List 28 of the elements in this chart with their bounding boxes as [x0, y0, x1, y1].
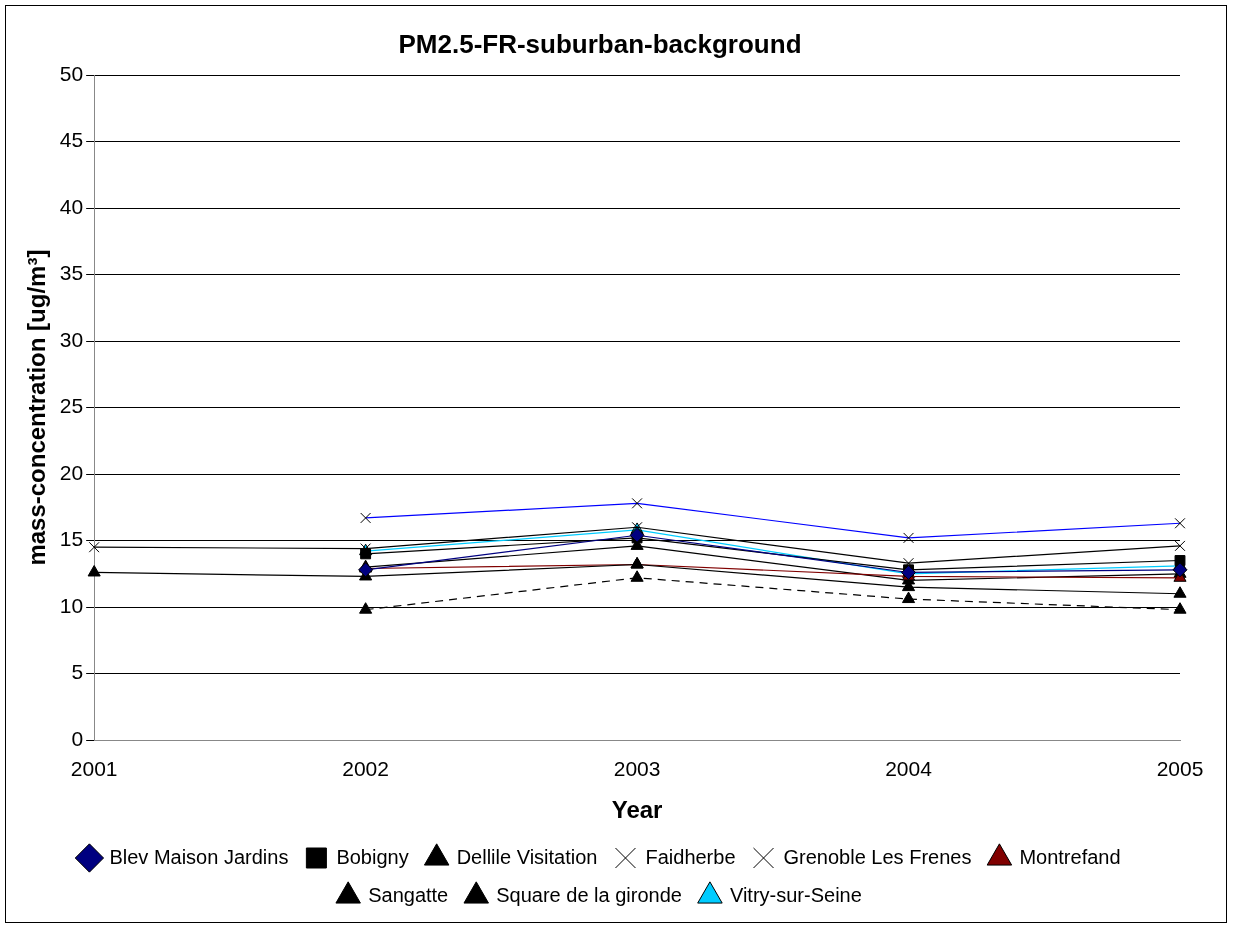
- legend-label: Dellile Visitation: [456, 845, 598, 868]
- y-axis-title: mass-concentration [ug/m³]: [23, 249, 51, 566]
- chart-title: PM2.5-FR-suburban-background: [398, 28, 802, 59]
- y-tick-label: 5: [71, 660, 84, 684]
- y-tick-label: 50: [59, 62, 84, 85]
- legend-label: Montrefand: [1019, 845, 1121, 868]
- y-tick-label: 25: [59, 394, 84, 418]
- legend-label: Bobigny: [336, 845, 409, 868]
- y-tick-label: 35: [59, 261, 84, 285]
- x-tick-label: 2001: [70, 757, 118, 781]
- y-tick-label: 0: [71, 726, 84, 750]
- legend-label: Blev Maison Jardins: [109, 845, 289, 868]
- x-tick-label: 2002: [342, 757, 389, 781]
- legend-label: Square de la gironde: [496, 883, 682, 906]
- x-tick-label: 2003: [613, 757, 661, 781]
- x-tick-label: 2004: [885, 757, 933, 781]
- y-tick-label: 45: [59, 128, 84, 152]
- legend-label: Faidherbe: [645, 845, 736, 868]
- y-tick-label: 30: [59, 327, 84, 351]
- y-tick-label: 40: [59, 194, 84, 218]
- y-tick-label: 15: [59, 527, 84, 551]
- x-tick-label: 2005: [1156, 757, 1204, 781]
- y-tick-label: 10: [59, 593, 84, 617]
- y-tick-label: 20: [59, 460, 84, 484]
- legend-label: Sangatte: [368, 883, 449, 906]
- x-axis-title: Year: [611, 796, 663, 824]
- legend-label: Vitry-sur-Seine: [729, 883, 862, 906]
- legend-label: Grenoble Les Frenes: [783, 845, 972, 868]
